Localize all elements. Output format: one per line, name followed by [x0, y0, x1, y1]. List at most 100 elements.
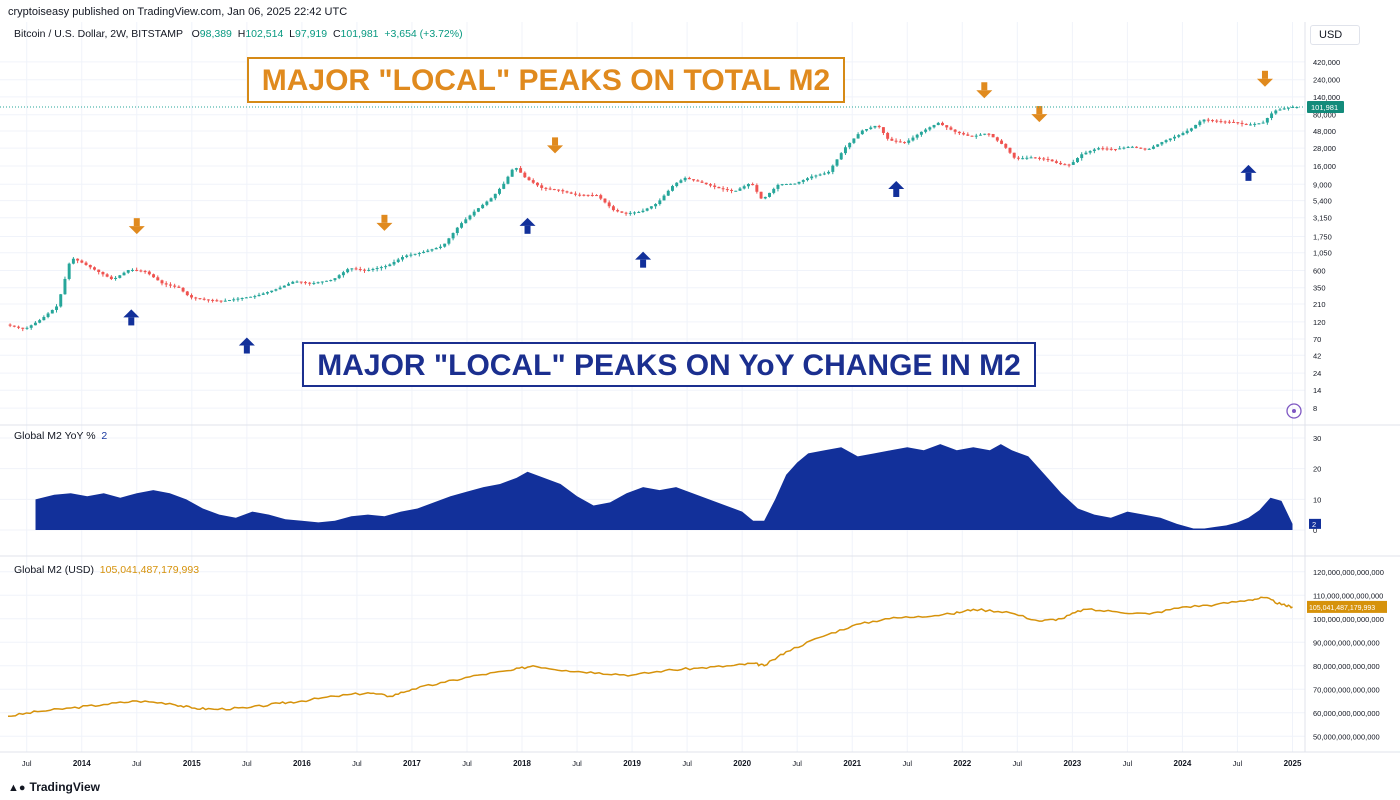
orange-peak-arrow	[547, 137, 564, 154]
candle-body	[831, 165, 835, 172]
orange-peak-arrow	[1256, 70, 1273, 87]
btc-candle	[299, 281, 303, 285]
btc-candle	[793, 183, 797, 185]
btc-candle	[839, 152, 843, 160]
m2-title[interactable]: Global M2 (USD)	[14, 564, 94, 576]
yoy-area-fill	[35, 444, 1293, 530]
candle-body	[147, 271, 151, 275]
candle-body	[628, 212, 632, 214]
candle-body	[582, 194, 586, 196]
btc-candle	[725, 186, 729, 192]
btc-candle	[363, 268, 366, 273]
btc-candle	[1050, 159, 1054, 162]
btc-candle	[1076, 157, 1079, 163]
btc-candle	[527, 176, 531, 181]
btc-candle	[683, 176, 687, 183]
btc-candle	[371, 267, 375, 272]
btc-candle	[696, 179, 700, 182]
btc-candle	[105, 273, 109, 278]
candle-body	[818, 174, 822, 176]
btc-y-tick-label: 240,000	[1313, 76, 1340, 85]
symbol-title[interactable]: Bitcoin / U.S. Dollar, 2W, BITSTAMP	[14, 28, 183, 40]
btc-candle	[637, 210, 641, 214]
candle-body	[801, 180, 805, 182]
btc-candle	[63, 276, 67, 295]
blue-peak-arrow	[1240, 164, 1257, 181]
btc-candle	[557, 189, 561, 193]
arrow-shaft	[1036, 106, 1043, 115]
x-tick-label: 2016	[293, 759, 311, 768]
pane-dividers	[0, 22, 1400, 753]
candle-body	[569, 192, 573, 194]
candle-body	[396, 259, 400, 262]
btc-candle	[1025, 155, 1029, 160]
btc-candle	[730, 188, 734, 194]
btc-candle	[544, 186, 548, 192]
candle-body	[1135, 146, 1139, 148]
btc-candle	[1046, 156, 1050, 163]
candle-body	[898, 141, 902, 143]
btc-candle	[633, 211, 636, 216]
btc-candle	[814, 174, 818, 179]
btc-candle	[173, 283, 177, 289]
candle-body	[873, 125, 877, 128]
candle-body	[1227, 121, 1231, 123]
btc-candle	[350, 268, 354, 272]
candle-body	[886, 132, 890, 139]
candle-body	[228, 300, 231, 302]
yoy-y-tick-label: 10	[1313, 495, 1321, 504]
btc-candle	[274, 288, 278, 292]
candle-body	[1286, 107, 1290, 109]
candle-body	[1147, 148, 1151, 150]
blue-peak-arrow	[635, 251, 652, 268]
btc-candle	[1135, 146, 1139, 149]
candle-body	[768, 192, 771, 197]
candle-body	[443, 243, 447, 247]
candle-body	[924, 129, 928, 132]
tradingview-icon: ▲●	[8, 782, 26, 794]
btc-candle	[434, 247, 438, 250]
candle-body	[379, 267, 383, 269]
candle-body	[915, 134, 919, 138]
candle-body	[1101, 148, 1105, 150]
x-tick-label: 2020	[733, 759, 751, 768]
candle-body	[8, 324, 12, 326]
btc-candle	[700, 179, 704, 184]
blue-peak-arrow	[123, 309, 140, 326]
btc-candle	[903, 141, 906, 144]
btc-candle	[616, 208, 620, 213]
yoy-last-label: 2	[1312, 520, 1316, 529]
btc-candle	[671, 184, 674, 192]
currency-button[interactable]: USD	[1310, 25, 1360, 45]
btc-candle	[818, 173, 822, 177]
btc-candle	[991, 133, 995, 138]
btc-candle	[611, 204, 615, 212]
btc-candle	[1105, 146, 1109, 151]
candle-body	[202, 298, 206, 300]
btc-candle	[1151, 144, 1155, 150]
candle-body	[1033, 157, 1037, 159]
candle-body	[700, 181, 704, 183]
btc-candles	[8, 105, 1299, 332]
m2-yoy-area	[35, 444, 1293, 530]
btc-candle	[742, 184, 746, 190]
candle-body	[1168, 138, 1172, 141]
btc-candle	[413, 253, 417, 256]
btc-candle	[675, 182, 679, 188]
btc-candle	[147, 270, 151, 276]
candle-body	[1021, 158, 1025, 160]
high-label: H	[237, 28, 246, 40]
btc-candle	[244, 296, 248, 299]
candle-body	[1206, 119, 1210, 121]
yoy-title[interactable]: Global M2 YoY %	[14, 430, 96, 442]
m2-line	[7, 596, 1293, 718]
btc-candle	[540, 183, 544, 191]
candle-body	[97, 269, 101, 272]
x-tick-label: 2022	[953, 759, 971, 768]
low-value: 97,919	[294, 28, 328, 40]
candle-body	[489, 198, 493, 202]
tradingview-logo[interactable]: ▲● TradingView	[8, 780, 100, 794]
candle-body	[949, 127, 953, 130]
btc-candle	[535, 182, 539, 187]
btc-candle	[358, 266, 362, 272]
